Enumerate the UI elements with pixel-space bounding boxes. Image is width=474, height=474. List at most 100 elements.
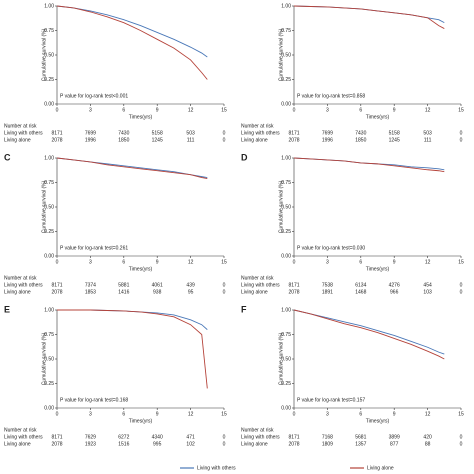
- x-tick-label: 9: [156, 107, 159, 113]
- x-tick-label: 6: [122, 259, 125, 265]
- x-tick-label: 0: [56, 259, 59, 265]
- y-axis-label: Cumulative survival (%): [278, 332, 284, 385]
- x-tick-label: 6: [359, 259, 362, 265]
- y-tick-label: 0.25: [44, 381, 54, 387]
- x-tick-label: 3: [89, 259, 92, 265]
- x-tick-label: 3: [326, 259, 329, 265]
- risk-title: Number at risk: [241, 275, 274, 281]
- risk-count: 8171: [288, 282, 299, 288]
- y-axis-label: Cumulative survival (%): [278, 180, 284, 233]
- risk-count: 0: [223, 434, 226, 440]
- x-tick-label: 3: [89, 411, 92, 417]
- risk-count: 7430: [118, 130, 129, 136]
- risk-count: 0: [223, 289, 226, 295]
- annotation: P value for log-rank test=0.168: [60, 397, 128, 403]
- x-tick-label: 0: [293, 411, 296, 417]
- y-tick-label: 0.00: [44, 253, 54, 259]
- risk-count: 7538: [322, 282, 333, 288]
- risk-count: 0: [223, 441, 226, 447]
- risk-row-label: Living alone: [241, 289, 268, 295]
- risk-count: 1996: [322, 137, 333, 143]
- risk-count: 503: [186, 130, 195, 136]
- risk-count: 2078: [51, 289, 62, 295]
- y-axis-label: Cumulative survival (%): [41, 28, 47, 81]
- risk-count: 938: [153, 289, 162, 295]
- risk-count: 8171: [51, 130, 62, 136]
- y-tick-label: 0.75: [281, 180, 291, 186]
- x-tick-label: 3: [326, 411, 329, 417]
- risk-count: 2078: [51, 441, 62, 447]
- risk-count: 0: [460, 137, 463, 143]
- x-tick-label: 6: [122, 107, 125, 113]
- risk-count: 995: [153, 441, 162, 447]
- risk-count: 5158: [389, 130, 400, 136]
- risk-title: Number at risk: [4, 427, 37, 433]
- x-tick-label: 15: [221, 259, 227, 265]
- risk-count: 0: [460, 130, 463, 136]
- y-tick-label: 0.25: [281, 381, 291, 387]
- x-tick-label: 15: [221, 411, 227, 417]
- risk-count: 1516: [118, 441, 129, 447]
- risk-count: 1996: [85, 137, 96, 143]
- survival-curve: [293, 309, 445, 360]
- risk-count: 6272: [118, 434, 129, 440]
- x-tick-label: 12: [425, 107, 431, 113]
- y-tick-label: 0.75: [44, 28, 54, 34]
- risk-count: 0: [460, 441, 463, 447]
- x-tick-label: 9: [393, 107, 396, 113]
- x-tick-label: 9: [393, 411, 396, 417]
- risk-row-label: Living with others: [4, 130, 43, 136]
- panel-label: E: [4, 304, 10, 314]
- x-axis-label: Times(yrs): [366, 266, 390, 272]
- x-tick-label: 12: [188, 259, 194, 265]
- risk-count: 4061: [152, 282, 163, 288]
- risk-title: Number at risk: [241, 427, 274, 433]
- x-tick-label: 15: [458, 411, 464, 417]
- annotation: P value for log-rank test=0.858: [297, 93, 365, 99]
- risk-row-label: Living alone: [4, 289, 31, 295]
- y-tick-label: 0.50: [281, 52, 291, 58]
- risk-count: 1891: [322, 289, 333, 295]
- x-tick-label: 0: [56, 107, 59, 113]
- x-tick-label: 15: [221, 107, 227, 113]
- risk-count: 0: [460, 282, 463, 288]
- survival-curve: [57, 309, 208, 330]
- risk-count: 503: [423, 130, 432, 136]
- risk-count: 95: [188, 289, 194, 295]
- y-tick-label: 0.25: [281, 229, 291, 235]
- x-tick-label: 12: [188, 107, 194, 113]
- risk-count: 1357: [355, 441, 366, 447]
- risk-count: 966: [390, 289, 399, 295]
- risk-row-label: Living with others: [4, 282, 43, 288]
- risk-count: 8171: [288, 434, 299, 440]
- x-tick-label: 12: [425, 411, 431, 417]
- y-axis-label: Cumulative survival (%): [278, 28, 284, 81]
- risk-count: 439: [186, 282, 195, 288]
- risk-count: 1809: [322, 441, 333, 447]
- survival-curve: [293, 5, 445, 24]
- risk-row-label: Living with others: [241, 130, 280, 136]
- risk-count: 7699: [322, 130, 333, 136]
- risk-count: 4340: [152, 434, 163, 440]
- risk-count: 420: [423, 434, 432, 440]
- risk-count: 0: [223, 130, 226, 136]
- risk-count: 2078: [288, 289, 299, 295]
- x-tick-label: 3: [326, 107, 329, 113]
- x-tick-label: 9: [156, 411, 159, 417]
- risk-row-label: Living alone: [241, 137, 268, 143]
- risk-count: 0: [223, 137, 226, 143]
- risk-count: 111: [424, 137, 432, 143]
- x-tick-label: 3: [89, 107, 92, 113]
- x-tick-label: 6: [359, 411, 362, 417]
- risk-row-label: Living alone: [4, 441, 31, 447]
- risk-count: 8171: [51, 434, 62, 440]
- x-tick-label: 6: [122, 411, 125, 417]
- y-tick-label: 0.50: [44, 204, 54, 210]
- survival-curve: [56, 157, 208, 180]
- risk-row-label: Living with others: [241, 434, 280, 440]
- x-tick-label: 9: [393, 259, 396, 265]
- risk-row-label: Living alone: [4, 137, 31, 143]
- risk-count: 7629: [85, 434, 96, 440]
- risk-count: 1850: [355, 137, 366, 143]
